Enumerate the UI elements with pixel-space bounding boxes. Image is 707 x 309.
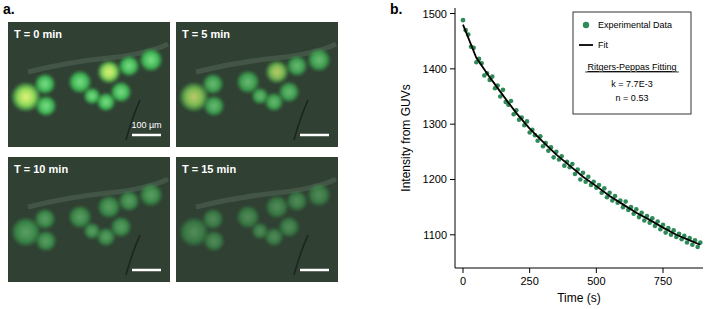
vesicle [308,49,330,71]
data-point [690,242,695,247]
vesicle [266,61,288,83]
data-point [663,230,668,235]
image-shade [8,22,170,147]
y-tick-label: 1100 [423,229,447,241]
scale-bar [300,134,329,137]
vesicle [287,56,307,76]
annotation-underline [585,72,679,73]
micrograph: T = 0 min 100 µm [8,22,170,147]
x-tick [529,268,530,273]
scale-bar-label: 100 µm [131,120,161,130]
y-tick-label: 1200 [423,173,447,185]
annotation: n = 0.53 [616,93,649,103]
vesicle [36,231,56,251]
vesicle [98,61,120,83]
panel-label: b. [390,1,402,17]
fiber [28,44,168,72]
image-background [8,157,170,282]
data-point [578,177,583,182]
y-tick-label: 1300 [423,118,447,130]
cells [180,184,330,251]
panel-label: a. [3,1,15,17]
cells [180,49,330,116]
vesicle [203,209,223,229]
time-label: T = 5 min [182,28,230,40]
axes: 1100 1200 1300 1400 1500 0 250 500 750 Time (s) In… [399,8,703,305]
figure: a. b. T = 0 min 100 µm T = 5 min T = 10 min T … [0,0,707,309]
x-tick-label: 500 [587,275,605,287]
data-point [501,88,506,93]
fiber [196,179,336,207]
image-shade [176,157,338,282]
vesicle [84,223,100,239]
y-tick-label: 1400 [423,63,447,75]
y-tick [450,179,455,180]
legend-swatch [583,22,589,28]
cells [12,49,162,116]
micrograph: T = 10 min [8,157,170,282]
x-tick-label: 750 [654,275,672,287]
data-point [623,199,628,204]
vesicle [84,88,100,104]
vesicle [35,209,55,229]
vesicle [203,74,223,94]
x-tick-label: 0 [460,275,466,287]
data-point [461,18,466,23]
vesicle [35,74,55,94]
annotation: Ritgers-Peppas Fitting [587,62,676,72]
data-point [685,240,690,245]
micrograph: T = 15 min [176,157,338,282]
data-point [551,155,556,160]
image-shade [8,157,170,282]
x-tick [596,268,597,273]
legend: Experimental Data Fit Ritgers-Peppas Fitti… [573,12,691,114]
vesicle [287,191,307,211]
legend-label: Fit [598,40,608,50]
y-tick [450,124,455,125]
x-tick [663,268,664,273]
y-tick [450,13,455,14]
x-axis-label: Time (s) [557,291,601,305]
scale-bar [132,134,161,137]
vesicle [36,96,56,116]
y-tick-label: 1500 [423,8,447,20]
legend-label: Experimental Data [598,20,672,30]
data-point [695,245,700,250]
vesicle [140,49,162,71]
vesicle [266,196,288,218]
vesicle [119,56,139,76]
time-label: T = 10 min [14,163,68,175]
vesicle [252,223,268,239]
vesicle [119,191,139,211]
annotation: k = 7.7E-3 [611,79,652,89]
vesicle [204,96,224,116]
x-tick [463,268,464,273]
scale-bar [300,269,329,272]
fiber [28,179,168,207]
image-shade [176,22,338,147]
y-tick [450,234,455,235]
fiber [196,44,336,72]
vesicle [308,184,330,206]
data-point [562,163,567,168]
scale-bar [132,269,161,272]
vesicle [140,184,162,206]
y-tick [450,68,455,69]
vesicle [252,88,268,104]
x-axis-line [455,268,703,269]
image-background [176,22,338,147]
image-background [176,157,338,282]
time-label: T = 15 min [182,163,236,175]
cells [12,184,162,251]
vesicle [98,196,120,218]
micrograph: T = 5 min [176,22,338,147]
time-label: T = 0 min [14,28,62,40]
legend-box [573,12,691,114]
legend-swatch [579,44,593,46]
image-background [8,22,170,147]
y-axis-line [455,8,456,268]
y-axis-label: Intensity from GUVs [399,84,413,191]
x-tick-label: 250 [520,275,538,287]
vesicle [204,231,224,251]
